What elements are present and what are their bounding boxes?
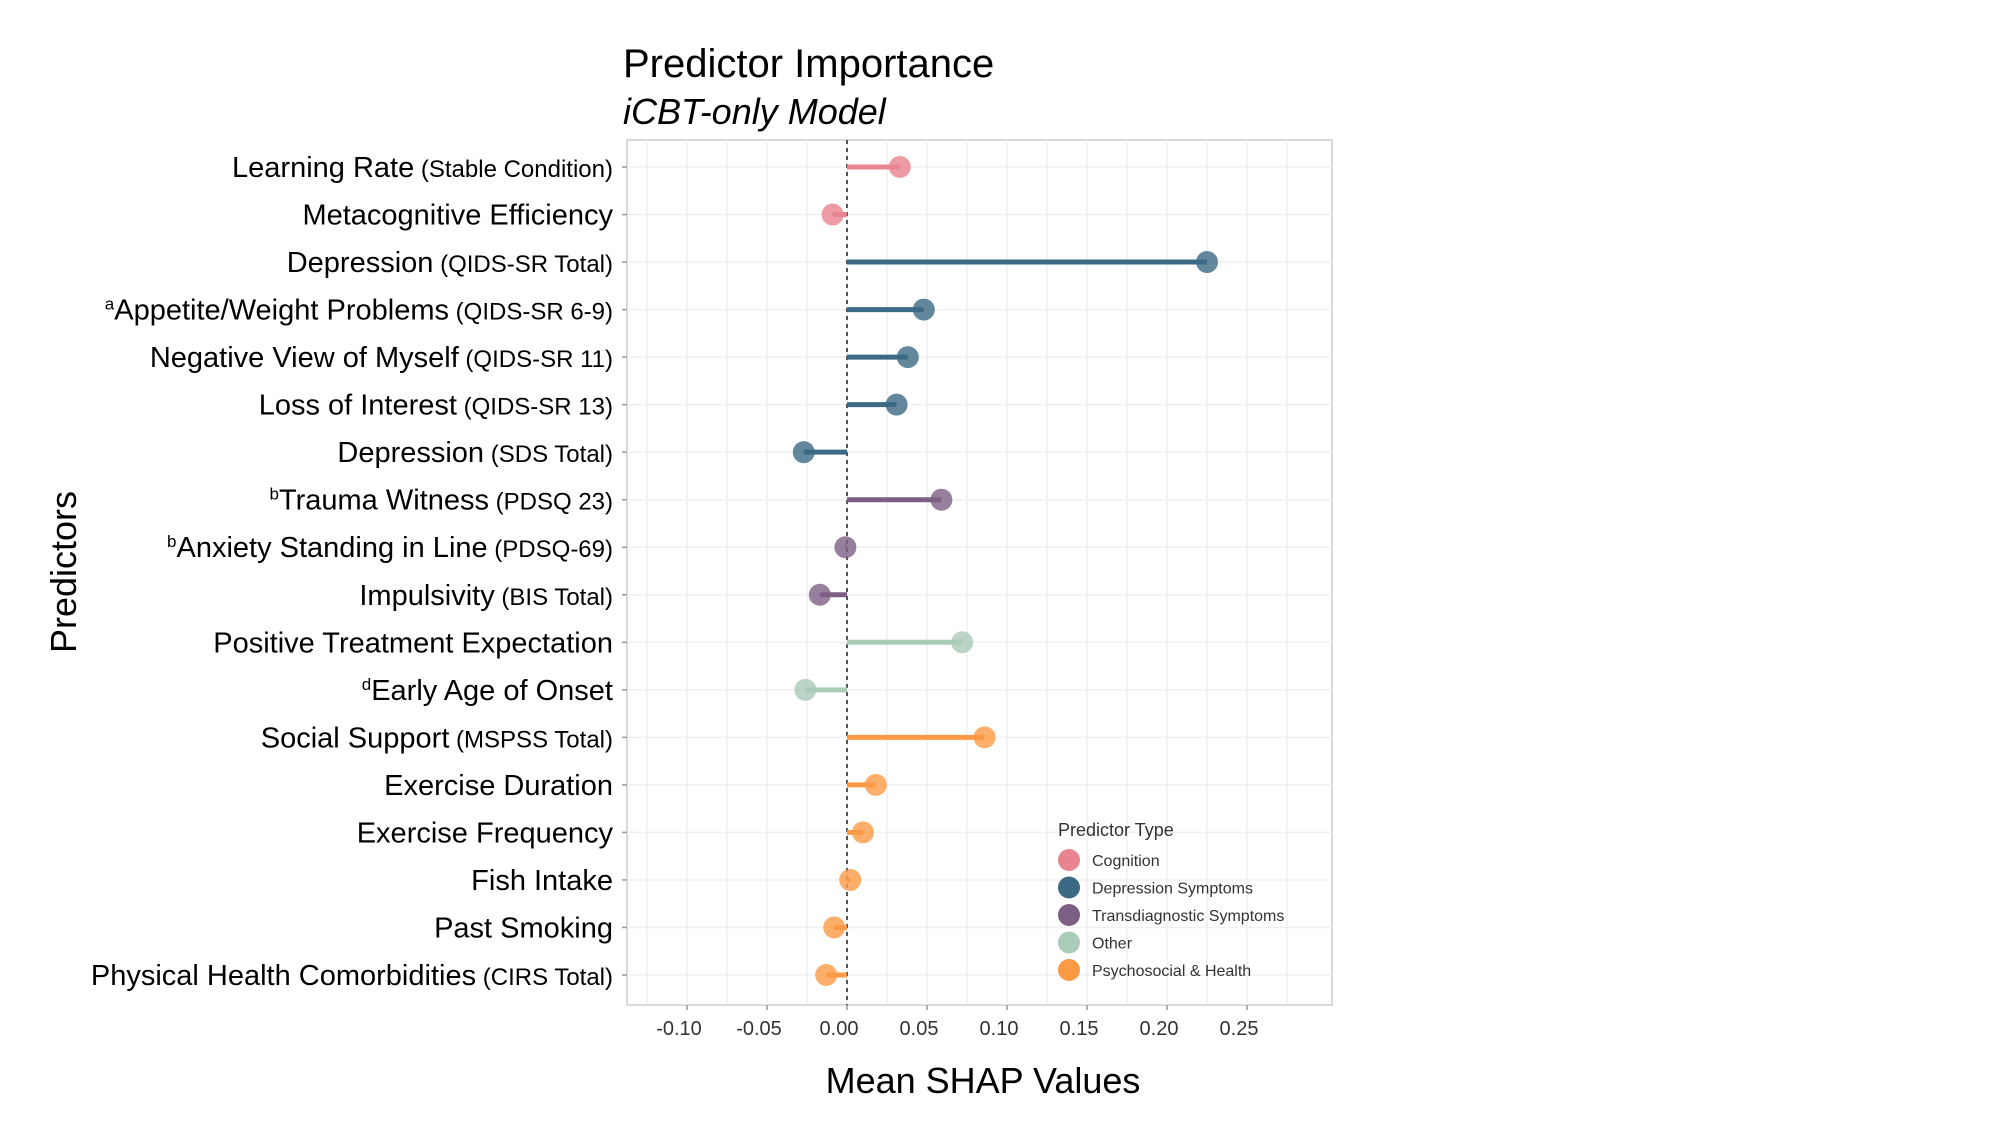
y-tick-label: Exercise Frequency (357, 817, 614, 849)
footnote-marker: b (269, 485, 278, 504)
y-tick-label: Social Support (MSPSS Total) (261, 722, 613, 754)
legend-label: Psychosocial & Health (1092, 963, 1251, 980)
x-tick-label: 0.10 (980, 1018, 1019, 1040)
y-tick-label: Depression (QIDS-SR Total) (287, 247, 613, 279)
predictor-name: Physical Health Comorbidities (91, 960, 476, 992)
legend-label: Depression Symptoms (1092, 881, 1253, 898)
predictor-measure: (QIDS-SR Total) (433, 251, 613, 278)
legend-title: Predictor Type (1058, 820, 1174, 840)
predictor-name: Fish Intake (471, 865, 613, 897)
legend-swatch (1058, 876, 1080, 899)
legend-swatch (1058, 959, 1080, 981)
lollipop-dot (930, 488, 953, 511)
predictor-name: Negative View of Myself (150, 342, 460, 374)
lollipop-dot (912, 298, 935, 321)
predictor-measure: (Stable Condition) (414, 156, 613, 183)
y-tick-label: Learning Rate (Stable Condition) (232, 152, 613, 184)
x-tick-labels: -0.10 -0.05 0.00 0.05 0.10 0.15 0.20 0.25 (656, 1005, 1258, 1040)
predictor-name: Past Smoking (434, 912, 613, 944)
y-tick-label: Fish Intake (471, 865, 613, 897)
y-tick-label: Metacognitive Efficiency (302, 200, 613, 232)
legend: Predictor Type Cognition Depression Sympt… (1058, 820, 1284, 981)
legend-label: Transdiagnostic Symptoms (1092, 908, 1284, 925)
predictor-name: Exercise Duration (384, 770, 613, 802)
chart-title: Predictor Importance (623, 42, 994, 86)
y-tick-label: dEarly Age of Onset (362, 675, 613, 707)
x-tick-label: -0.10 (656, 1018, 702, 1040)
lollipop-dot (815, 964, 838, 986)
y-tick-label: Loss of Interest (QIDS-SR 13) (259, 390, 613, 422)
footnote-marker: b (167, 532, 176, 551)
predictor-measure: (PDSQ 23) (489, 489, 613, 516)
x-tick-label: -0.05 (736, 1018, 782, 1040)
predictor-name: Depression (287, 247, 434, 279)
lollipop-dot (888, 156, 911, 178)
predictor-name: Social Support (261, 722, 450, 754)
predictor-measure: (SDS Total) (484, 441, 613, 468)
lollipop-dot (808, 583, 831, 606)
lollipop-dot (794, 678, 817, 701)
plot-panel (626, 139, 1333, 1006)
y-tick-label: Positive Treatment Expectation (213, 627, 613, 659)
legend-label: Other (1092, 936, 1133, 953)
y-tick-label: Past Smoking (434, 912, 613, 944)
footnote-marker: d (362, 675, 371, 694)
predictor-measure: (QIDS-SR 11) (459, 346, 613, 373)
y-tick-label: Impulsivity (BIS Total) (359, 580, 613, 612)
lollipop-dot (821, 203, 844, 226)
lollipop-marks (792, 156, 1218, 986)
y-tick-labels: Learning Rate (Stable Condition) Metacogn… (91, 152, 614, 992)
lollipop-dot (885, 393, 908, 416)
predictor-name: Loss of Interest (259, 390, 457, 422)
footnote-marker: a (105, 295, 115, 314)
x-tick-label: 0.15 (1060, 1018, 1099, 1040)
y-tick-label: Depression (SDS Total) (337, 437, 613, 469)
y-tick-label: Physical Health Comorbidities (CIRS Tota… (91, 960, 613, 992)
lollipop-dot (951, 631, 974, 654)
chart-subtitle: iCBT-only Model (623, 91, 887, 132)
x-tick-label: 0.05 (900, 1018, 939, 1040)
legend-swatch (1058, 849, 1080, 871)
y-tick-label: bAnxiety Standing in Line (PDSQ-69) (167, 532, 613, 564)
lollipop-dot (864, 773, 887, 796)
predictor-name: Metacognitive Efficiency (302, 200, 613, 232)
x-axis-title: Mean SHAP Values (826, 1060, 1141, 1101)
lollipop-dot (896, 346, 919, 369)
predictor-measure: (BIS Total) (495, 584, 613, 611)
y-tick-label: aAppetite/Weight Problems (QIDS-SR 6-9) (105, 295, 613, 327)
legend-swatch (1058, 931, 1080, 954)
lollipop-dot (823, 916, 846, 939)
x-tick-label: 0.00 (820, 1018, 859, 1040)
predictor-measure: (QIDS-SR 6-9) (449, 299, 613, 326)
predictor-measure: (CIRS Total) (476, 964, 613, 991)
predictor-name: Appetite/Weight Problems (114, 295, 449, 327)
predictor-measure: (QIDS-SR 13) (457, 394, 613, 421)
lollipop-dot (852, 821, 874, 844)
predictor-name: Anxiety Standing in Line (176, 532, 487, 564)
lollipop-dot (839, 868, 862, 891)
lollipop-dot (1196, 251, 1218, 274)
predictor-name: Learning Rate (232, 152, 414, 184)
lollipop-dot (834, 536, 857, 559)
predictor-name: Positive Treatment Expectation (213, 627, 613, 659)
legend-swatch (1058, 904, 1080, 926)
x-tick-label: 0.20 (1140, 1018, 1179, 1040)
predictor-name: Exercise Frequency (357, 817, 614, 849)
y-tick-label: bTrauma Witness (PDSQ 23) (269, 485, 613, 517)
predictor-name: Early Age of Onset (371, 675, 613, 707)
predictor-name: Depression (337, 437, 484, 469)
x-tick-label: 0.25 (1220, 1018, 1259, 1040)
predictor-measure: (PDSQ-69) (488, 536, 613, 563)
y-axis-title: Predictors (43, 491, 84, 653)
lollipop-dot (792, 441, 815, 464)
predictor-name: Impulsivity (359, 580, 495, 612)
y-tick-label: Negative View of Myself (QIDS-SR 11) (150, 342, 613, 374)
lollipop-dot (973, 726, 996, 749)
predictor-name: Trauma Witness (279, 485, 489, 517)
legend-label: Cognition (1092, 853, 1160, 870)
y-tick-label: Exercise Duration (384, 770, 613, 802)
predictor-measure: (MSPSS Total) (449, 726, 613, 753)
